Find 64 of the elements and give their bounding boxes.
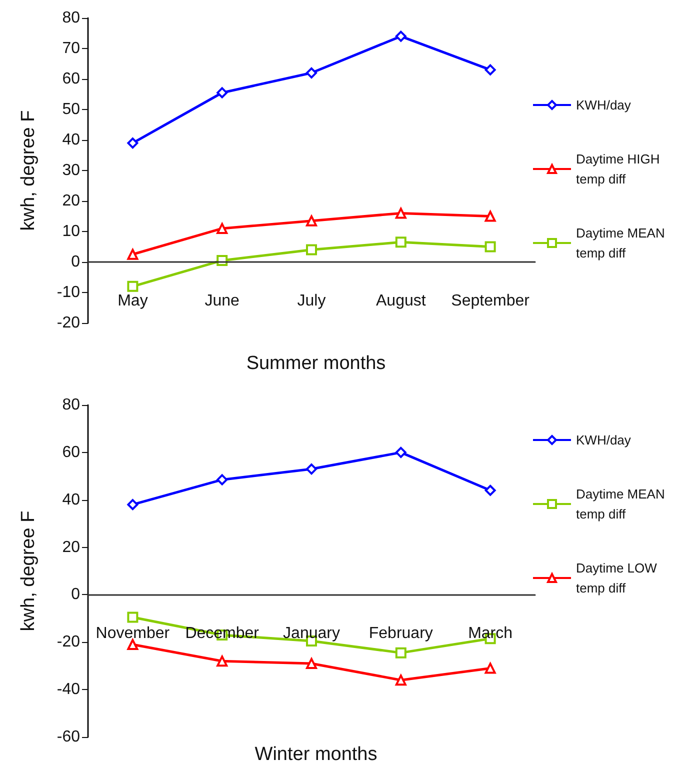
y-tick-label: -40 (56, 681, 80, 698)
point (484, 210, 496, 222)
point (216, 474, 228, 486)
x-tick-label: February (368, 625, 433, 642)
y-tick-label: 20 (62, 192, 80, 210)
x-tick-label: September (451, 292, 530, 310)
y-tick-label: 60 (62, 444, 80, 461)
x-tick-label: March (468, 625, 513, 642)
y-tick-label: 80 (62, 396, 80, 414)
point (395, 30, 406, 42)
legend-label: Daytime MEAN temp diff (576, 486, 668, 522)
point (484, 484, 496, 496)
point (127, 138, 138, 149)
y-tick-label: -20 (56, 314, 80, 332)
point (395, 674, 406, 686)
legend-label: KWH/day (576, 432, 632, 448)
point (306, 464, 317, 475)
point (395, 446, 406, 458)
y-tick-label: -60 (56, 728, 80, 746)
y-tick-label: 30 (62, 162, 80, 179)
y-tick-label: 0 (71, 254, 80, 270)
y-tick-label: 80 (62, 10, 80, 26)
y-tick-label: 60 (62, 70, 80, 88)
y-tick-label: 40 (62, 491, 80, 508)
x-tick-label: August (376, 292, 426, 310)
point (484, 241, 496, 252)
point (484, 64, 496, 76)
y-tick-label: 10 (62, 223, 80, 240)
x-tick-label: January (283, 625, 340, 642)
y-tick-label: 40 (62, 132, 80, 148)
point (306, 215, 317, 226)
y-axis-title: kwh, degree F (18, 110, 39, 231)
legend-label: Daytime HIGH temp diff (576, 152, 664, 186)
x-tick-label: July (297, 292, 326, 310)
point (127, 248, 138, 260)
point (395, 647, 406, 658)
point (216, 87, 228, 98)
point (216, 656, 228, 667)
point (127, 499, 138, 510)
legend-label: KWH/day (576, 98, 632, 112)
y-tick-label: -20 (56, 634, 80, 651)
y-tick-label: 70 (62, 40, 80, 57)
x-axis-title: Summer months (246, 353, 386, 374)
y-tick-label: -10 (56, 284, 80, 301)
point (127, 612, 138, 623)
y-axis-title: kwh, degree F (18, 510, 39, 632)
y-tick-label: 20 (62, 538, 80, 556)
point (306, 244, 317, 256)
point (216, 222, 228, 234)
point (395, 208, 406, 219)
x-axis-title: Winter months (254, 744, 378, 765)
legend-label: Daytime MEAN temp diff (576, 226, 668, 260)
point (484, 662, 496, 674)
point (127, 280, 138, 292)
point (306, 658, 317, 669)
y-tick-label: 50 (62, 101, 80, 118)
legend-label: Daytime LOW temp diff (576, 560, 661, 596)
point (127, 639, 138, 650)
point (306, 67, 317, 78)
x-tick-label: May (118, 292, 148, 310)
y-tick-label: 0 (71, 586, 80, 604)
x-tick-label: June (204, 292, 240, 310)
x-tick-label: November (96, 625, 170, 642)
point (395, 236, 406, 248)
